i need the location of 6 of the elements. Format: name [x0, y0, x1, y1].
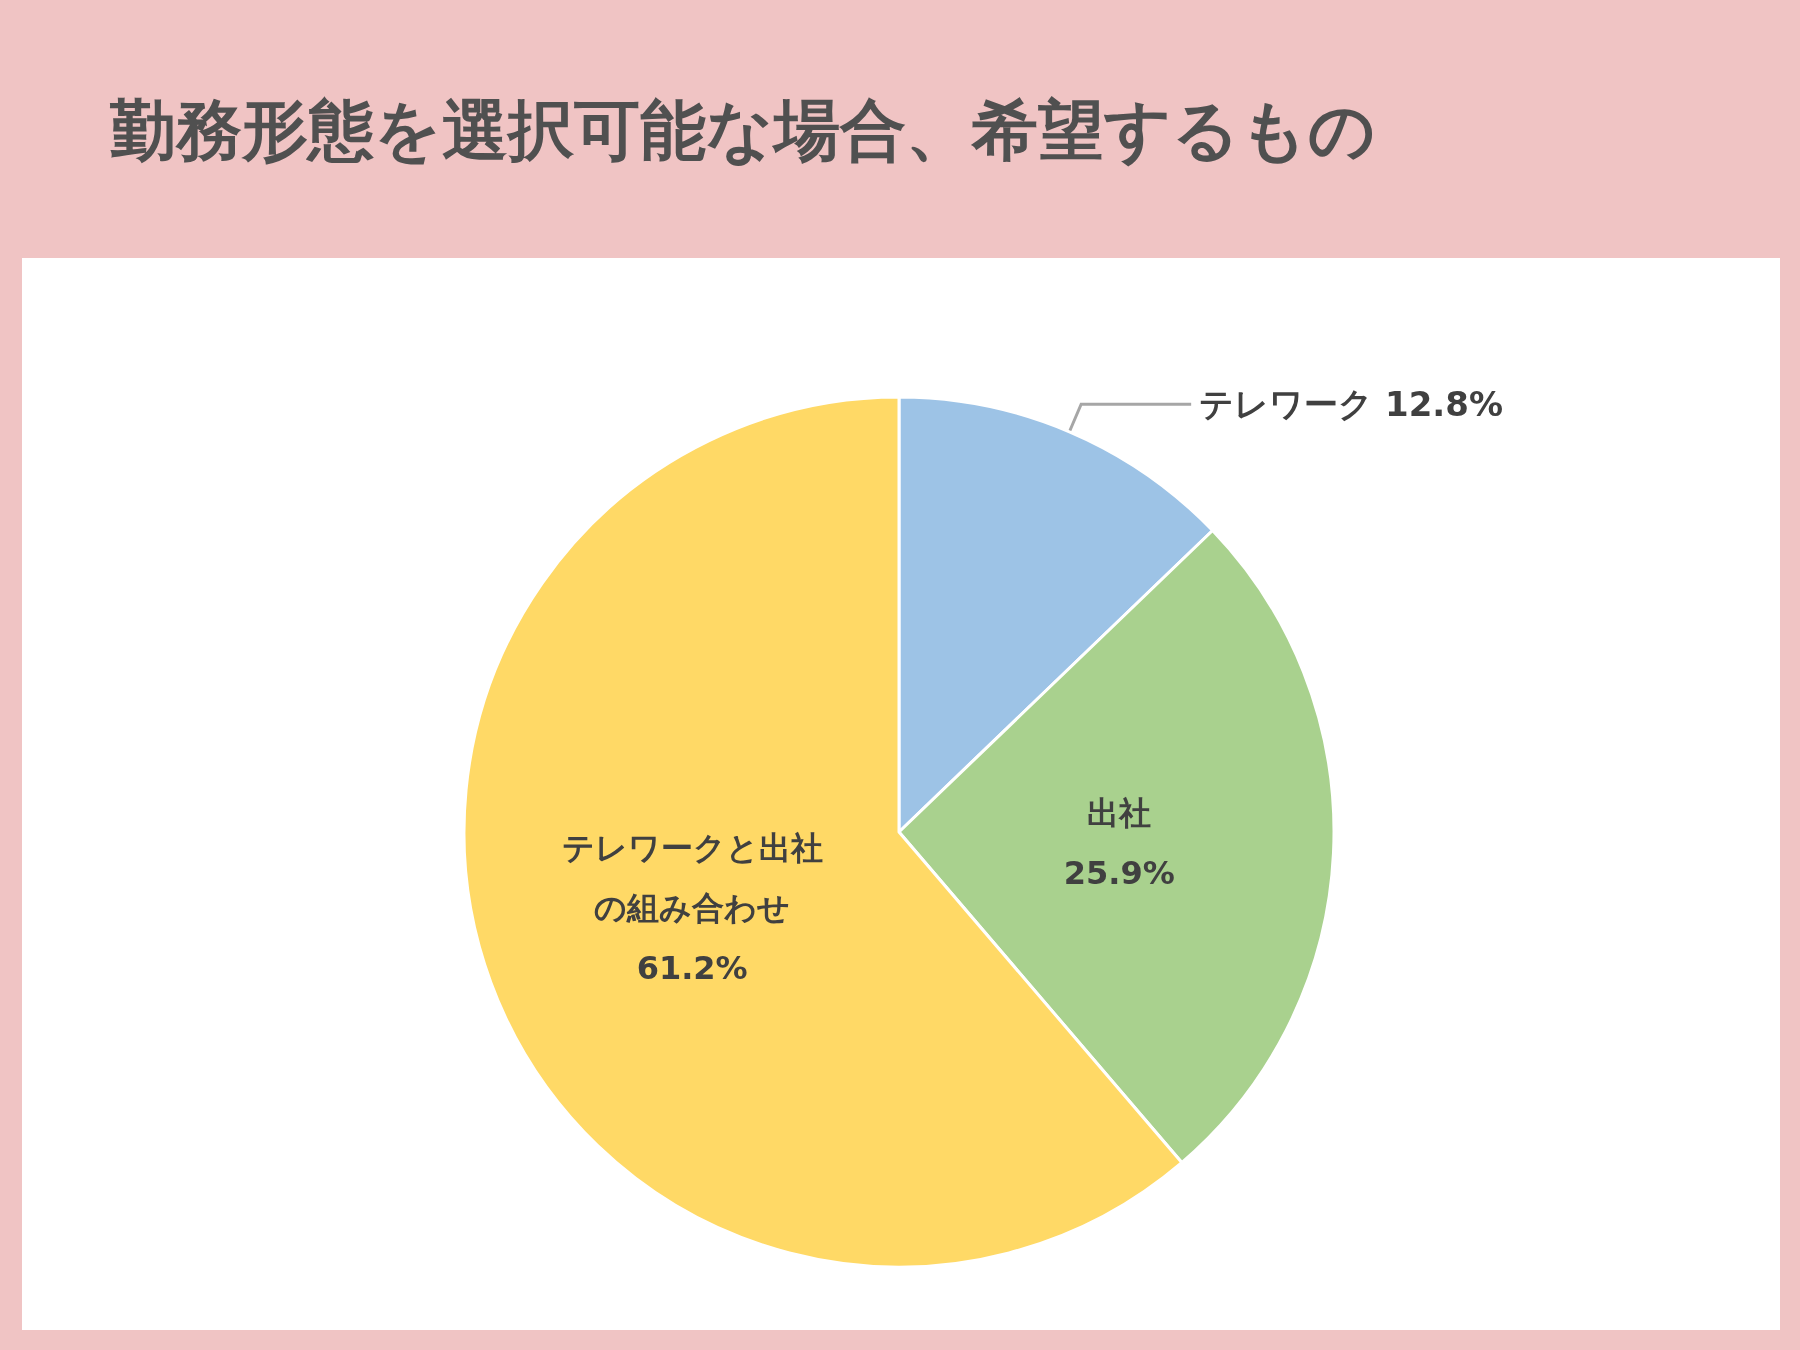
chart-title: 勤務形態を選択可能な場合、希望するもの	[109, 91, 1376, 169]
data-label: 25.9%	[1063, 853, 1175, 892]
slice-label: テレワークと出社の組み合わせ	[561, 829, 823, 928]
data-label: 61.2%	[636, 949, 748, 988]
slice-label: テレワーク 12.8%	[1199, 384, 1503, 425]
slice-label: 出社	[1087, 793, 1152, 832]
